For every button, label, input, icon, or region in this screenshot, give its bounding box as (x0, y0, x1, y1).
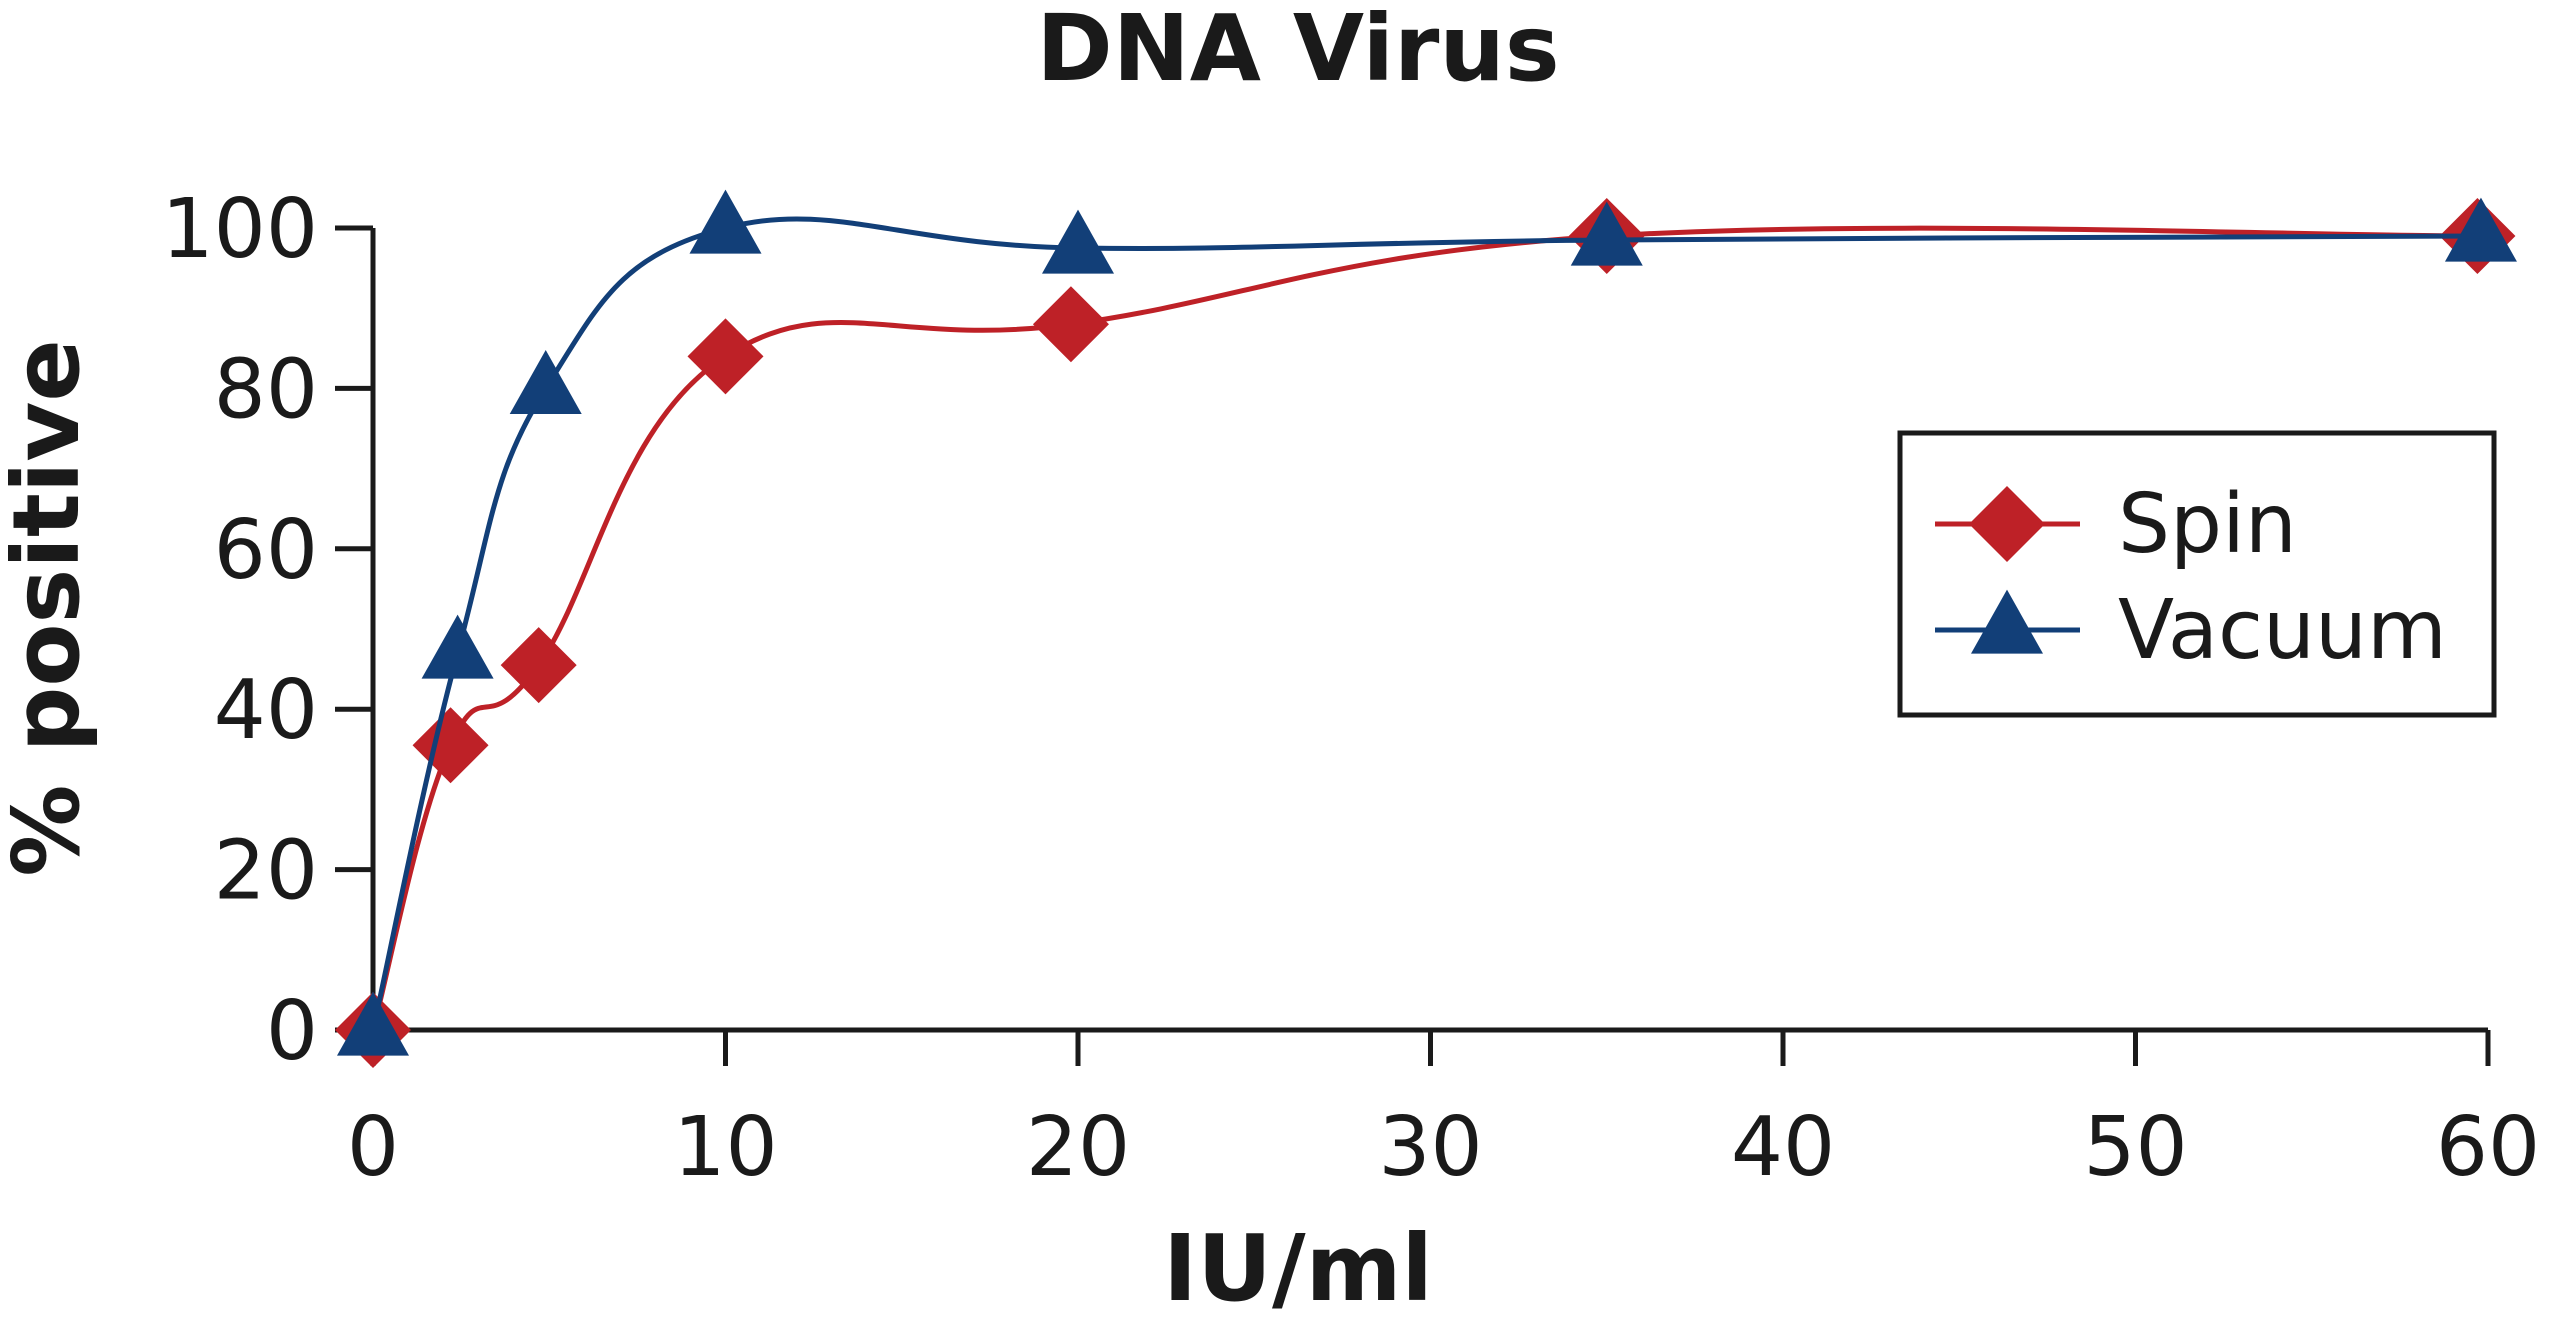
y-tick-label: 100 (161, 182, 318, 277)
data-point-vacuum (1570, 201, 1643, 266)
data-point-spin (1032, 286, 1109, 363)
data-point-vacuum (337, 991, 409, 1056)
legend: Spin Vacuum (1897, 430, 2497, 718)
data-point-vacuum (421, 614, 494, 679)
legend-label-spin: Spin (2118, 477, 2297, 572)
data-point-vacuum (2444, 197, 2517, 262)
data-point-vacuum (1042, 209, 1114, 274)
legend-box (1897, 430, 2497, 718)
data-point-vacuum (509, 350, 582, 414)
x-tick-label: 0 (347, 1100, 399, 1195)
y-tick-label: 80 (214, 342, 318, 437)
y-tick-label: 0 (266, 984, 318, 1079)
data-point-spin (412, 707, 489, 784)
series-layer (335, 189, 2517, 1068)
legend-label-vacuum: Vacuum (2118, 583, 2447, 678)
y-tick-label: 60 (214, 503, 318, 598)
legend-marker-spin (1969, 486, 2045, 562)
y-tick-label: 20 (214, 824, 318, 919)
x-tick-label: 30 (1378, 1100, 1482, 1195)
y-axis-label: % positive (0, 339, 100, 876)
x-tick-label: 50 (2083, 1100, 2187, 1195)
y-tick-label: 40 (214, 663, 318, 758)
x-tick-label: 40 (1731, 1100, 1835, 1195)
data-point-vacuum (689, 189, 762, 254)
data-point-spin (500, 627, 577, 704)
axes: 0 20 40 60 80 100 0 10 20 30 40 50 60 (161, 182, 2540, 1195)
x-tick-label: 20 (1026, 1100, 1130, 1195)
x-tick-label: 10 (673, 1100, 777, 1195)
data-point-spin (687, 318, 764, 395)
legend-marker-vacuum (1971, 589, 2043, 654)
x-axis-label: IU/ml (1163, 1215, 1433, 1322)
x-tick-label: 60 (2436, 1100, 2540, 1195)
chart-title: DNA Virus (1036, 0, 1559, 102)
